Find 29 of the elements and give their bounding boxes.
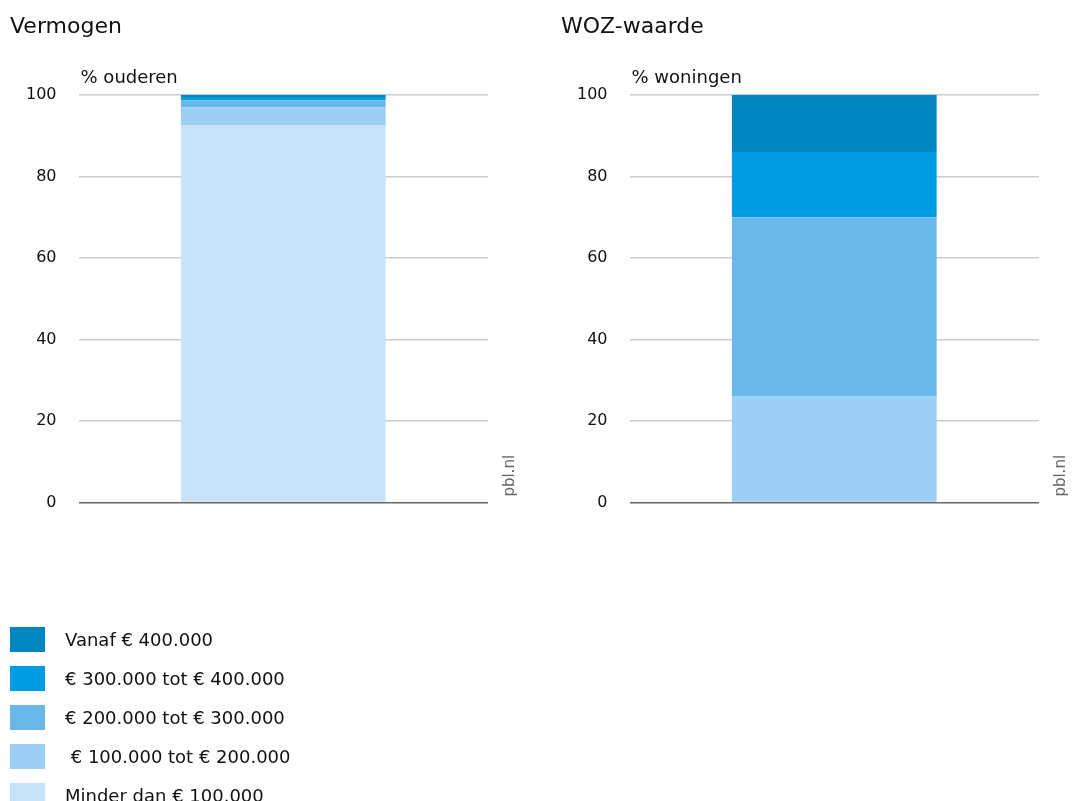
y-tick-label: 20 xyxy=(36,410,57,430)
bar xyxy=(731,95,937,153)
y-tick-label: 0 xyxy=(46,491,57,511)
y-tick-label: 80 xyxy=(36,165,57,185)
legend-label: € 200.000 tot € 300.000 xyxy=(65,707,285,728)
y-tick-label: 40 xyxy=(587,328,608,348)
bar xyxy=(731,396,937,502)
y-tick-label: 60 xyxy=(36,247,57,267)
legend-label: Vanaf € 400.000 xyxy=(65,629,214,650)
bar xyxy=(180,100,386,108)
y-axis-title: % woningen xyxy=(631,66,742,87)
y-tick-label: 0 xyxy=(597,491,608,511)
y-tick-label: 60 xyxy=(587,247,608,267)
legend-label: € 100.000 tot € 200.000 xyxy=(69,746,291,767)
bar xyxy=(180,125,386,502)
text: pbl.nl xyxy=(499,454,518,497)
y-tick-label: 100 xyxy=(25,84,57,104)
chart-title: Vermogen xyxy=(10,13,122,38)
bar xyxy=(731,217,937,397)
y-axis-title: % ouderen xyxy=(80,66,178,87)
y-tick-label: 100 xyxy=(576,84,608,104)
text: pbl.nl xyxy=(1050,454,1069,497)
y-tick-label: 80 xyxy=(587,165,608,185)
y-tick-label: 20 xyxy=(587,410,608,430)
bar xyxy=(180,107,386,126)
chart-title: WOZ-waarde xyxy=(561,13,704,38)
y-tick-label: 40 xyxy=(36,328,57,348)
legend-label: € 300.000 tot € 400.000 xyxy=(65,668,285,689)
bar xyxy=(731,152,937,218)
